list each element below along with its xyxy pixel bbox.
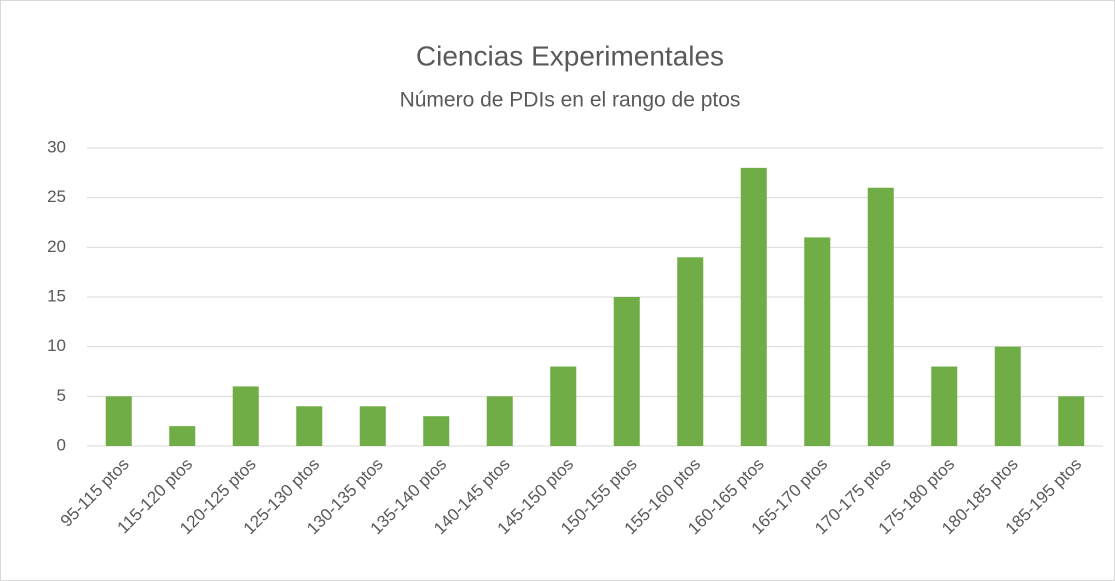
- y-tick-label: 15: [47, 286, 66, 305]
- bar: [931, 366, 958, 446]
- bar: [613, 297, 640, 446]
- chart-subtitle: Número de PDIs en el rango de ptos: [400, 89, 741, 112]
- bar: [359, 406, 386, 446]
- y-tick-label: 5: [57, 386, 66, 405]
- y-tick-label: 20: [47, 237, 66, 256]
- bar: [232, 386, 259, 446]
- bar: [296, 406, 323, 446]
- bar: [1058, 396, 1085, 446]
- bar: [550, 366, 577, 446]
- bar: [169, 426, 196, 446]
- bar: [486, 396, 513, 446]
- y-tick-label: 25: [47, 187, 66, 206]
- bar: [867, 187, 894, 446]
- y-tick-label: 30: [47, 137, 66, 156]
- bar: [105, 396, 132, 446]
- bar: [677, 257, 704, 446]
- y-tick-label: 0: [57, 435, 66, 454]
- bar: [423, 416, 450, 446]
- chart-title: Ciencias Experimentales: [416, 40, 724, 71]
- bar: [740, 167, 767, 446]
- bar: [994, 346, 1021, 446]
- bar: [804, 237, 831, 446]
- y-tick-label: 10: [47, 336, 66, 355]
